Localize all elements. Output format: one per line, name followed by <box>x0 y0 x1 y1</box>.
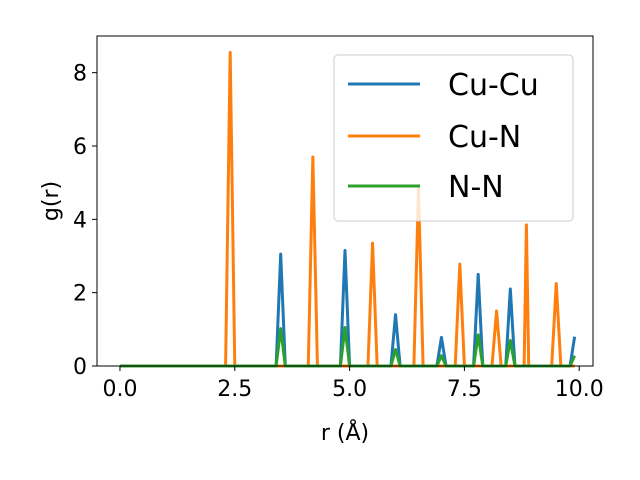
legend-label-cu-n: Cu-N <box>448 120 521 155</box>
plot-frame <box>96 35 594 367</box>
y-axis: 0 2 4 6 8 <box>73 62 97 380</box>
y-tick-label: 8 <box>73 62 87 87</box>
x-tick-label: 7.5 <box>447 377 482 402</box>
x-tick-label: 2.5 <box>217 377 252 402</box>
legend-box <box>333 54 574 222</box>
y-tick-label: 0 <box>73 355 87 380</box>
y-tick-label: 4 <box>73 208 87 233</box>
legend-label-cu-cu: Cu-Cu <box>448 68 539 103</box>
x-axis-label: r (Å) <box>321 419 369 446</box>
legend-label-n-n: N-N <box>448 170 504 205</box>
y-tick-label: 6 <box>73 135 87 160</box>
y-tick-label: 2 <box>73 282 87 307</box>
y-axis-label: g(r) <box>39 181 64 221</box>
x-tick-label: 5.0 <box>332 377 367 402</box>
x-tick-label: 0.0 <box>102 377 137 402</box>
x-axis: 0.0 2.5 5.0 7.5 10.0 <box>102 366 604 402</box>
x-tick-label: 10.0 <box>555 377 604 402</box>
legend: Cu-Cu Cu-N N-N <box>333 54 574 222</box>
